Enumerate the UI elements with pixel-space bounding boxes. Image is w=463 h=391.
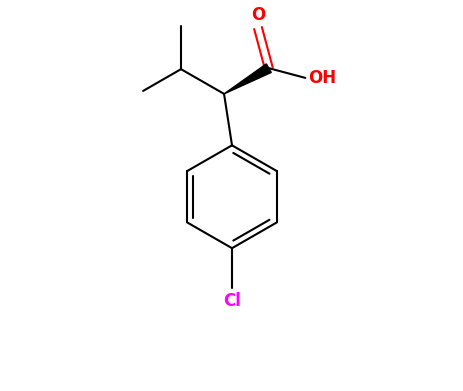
Text: Cl: Cl [223,292,240,310]
Text: O: O [250,6,264,24]
Polygon shape [224,64,271,94]
Text: OH: OH [307,69,336,87]
